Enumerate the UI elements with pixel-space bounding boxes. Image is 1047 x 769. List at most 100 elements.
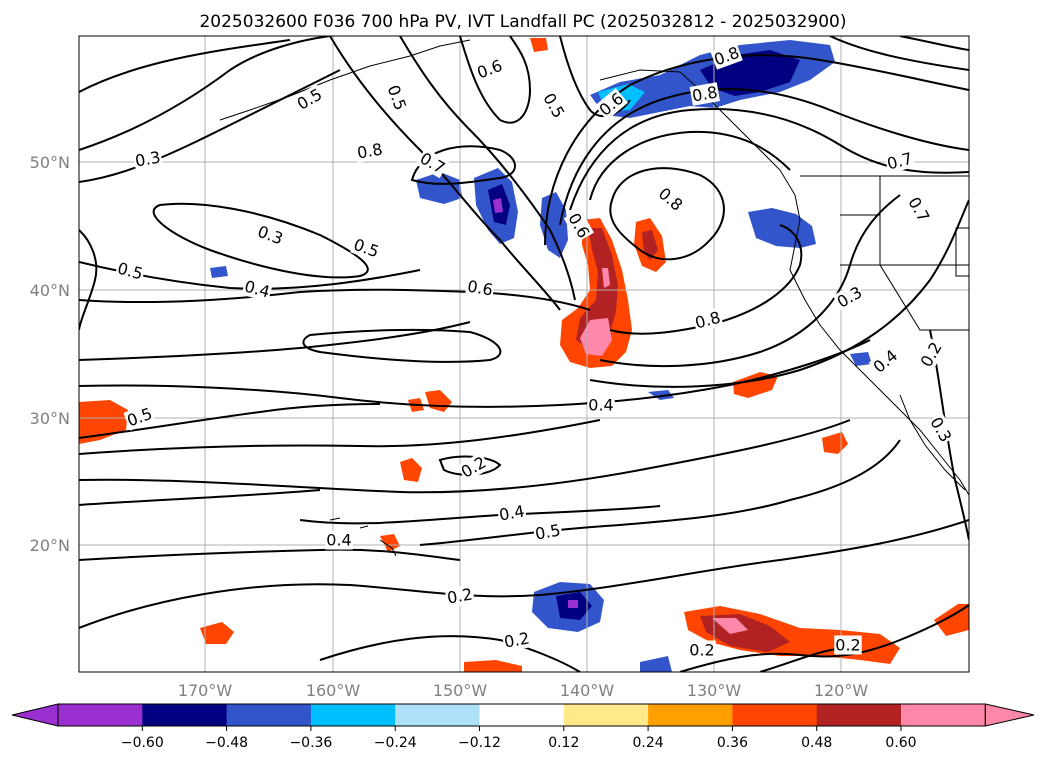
contour-label-halo	[532, 520, 563, 544]
contour-label-halo	[710, 42, 743, 70]
contour-label: 0.6	[466, 276, 494, 299]
contour-label-halo	[594, 88, 628, 121]
longitude-label: 170°W	[178, 681, 233, 700]
colorbar-frame	[57, 703, 986, 727]
contour-label-halo	[132, 147, 163, 171]
contour-label: 0.2	[446, 584, 474, 607]
baja-coast	[899, 394, 966, 491]
contour-label-halo	[501, 628, 532, 652]
contour-05-south	[79, 403, 381, 439]
contour-label-halo	[383, 81, 411, 114]
contour-trough-3	[459, 36, 532, 124]
contour-label-halo	[325, 530, 353, 550]
contour-label-halo	[916, 337, 947, 372]
contour-ne-1	[829, 36, 969, 71]
contour-07-oval	[410, 145, 516, 185]
contour-south-3	[79, 489, 321, 506]
longitude-label: 160°W	[306, 681, 361, 700]
contour-label-halo	[832, 282, 867, 313]
contour-trough-1	[329, 36, 561, 311]
hawaii-islands	[329, 517, 397, 557]
positive-anomaly-plume-core2	[602, 268, 610, 288]
contour-west-loop	[79, 229, 98, 331]
contour-label-halo	[692, 307, 724, 333]
contour-label-halo	[834, 635, 862, 655]
colorbar-tick-label: −0.48	[205, 735, 248, 751]
positive-anomaly-plume-core	[580, 318, 612, 356]
contour-label-halo	[868, 345, 902, 378]
longitude-label: 120°W	[814, 681, 869, 700]
contour-ridge-outer	[544, 54, 969, 246]
contour-label-halo	[496, 501, 527, 525]
colorbar-swatch	[395, 704, 480, 726]
longitude-label: 130°W	[687, 681, 742, 700]
contour-south-4	[79, 548, 461, 561]
contour-label-halo	[123, 403, 156, 431]
positive-anomaly-spot-6	[200, 622, 234, 644]
latitude-labels: 50°N 40°N 30°N 20°N	[30, 153, 70, 555]
contour-08-east	[609, 224, 803, 335]
contour-label-halo	[903, 192, 934, 227]
contour-ridge-3	[559, 88, 969, 226]
colorbar-tick-label: 0.48	[801, 735, 832, 751]
map-title: 2025032600 F036 700 hPa PV, IVT Landfall…	[199, 12, 846, 32]
colorbar-extend-high	[984, 703, 1035, 727]
positive-anomaly-spot-8	[464, 660, 522, 672]
longitude-label: 150°W	[433, 681, 488, 700]
negative-anomaly-small-1	[648, 390, 674, 400]
colorbar-extend-low	[11, 703, 59, 727]
latitude-label: 50°N	[30, 153, 70, 172]
contour-trough-2	[399, 36, 576, 301]
colorbar-tick-label: 0.12	[548, 735, 579, 751]
colorbar-swatch	[563, 704, 649, 726]
contour-label-halo	[465, 276, 496, 300]
contour-label-halo	[415, 148, 450, 179]
contour-label: 0.3	[134, 147, 162, 170]
negative-anomaly-small-2	[210, 266, 228, 278]
negative-anomaly-small-3	[850, 352, 872, 366]
contour-label-halo	[538, 88, 569, 123]
contour-04-band	[79, 288, 591, 311]
contour-label-halo	[925, 412, 956, 447]
negative-anomaly-142w	[540, 192, 568, 258]
contour-south-2	[79, 419, 851, 494]
contour-south-1	[79, 419, 601, 455]
longitude-labels: 170°W 160°W 150°W 140°W 130°W 120°W	[178, 681, 869, 700]
contour-label-halo	[444, 584, 475, 608]
contour-label-halo	[241, 276, 273, 302]
map-panel: 0.30.50.60.50.80.80.60.5 0.80.70.30.50.50…	[78, 35, 970, 673]
contour-label: 0.4	[498, 501, 526, 524]
colorbar-swatch	[901, 704, 986, 726]
positive-anomaly-spot-1	[400, 458, 422, 482]
contour-label-halo	[689, 82, 720, 106]
negative-anomaly-150w-purple	[493, 198, 503, 213]
alaska-peninsula-coast	[219, 39, 471, 121]
contour-label: 0.2	[689, 641, 714, 660]
contour-label-halo	[354, 139, 385, 163]
positive-anomaly-se-band-core	[712, 618, 748, 634]
negative-anomaly-153w	[416, 172, 462, 204]
contour-05-lower	[79, 321, 471, 361]
positive-anomaly-spot-9	[530, 38, 548, 52]
latitude-label: 30°N	[30, 409, 70, 428]
contour-label: 0.2	[835, 636, 860, 655]
contour-label: 0.2	[503, 628, 531, 651]
colorbar-swatch	[479, 704, 565, 726]
contour-label: 0.4	[326, 531, 351, 550]
contour-label-halo	[587, 395, 615, 415]
contour-label-halo	[456, 452, 491, 483]
colorbar-tick-label: 0.36	[717, 735, 748, 751]
contour-05-north	[559, 36, 631, 118]
contour-ne-2	[899, 36, 969, 51]
positive-anomaly-spot-7	[380, 534, 400, 552]
contour-label-halo	[350, 234, 383, 262]
contour-02-ring	[438, 455, 502, 476]
contour-north-2	[79, 36, 331, 151]
latitude-label: 20°N	[30, 536, 70, 555]
contour-label: 0.8	[356, 139, 384, 162]
colorbar-swatch	[142, 704, 228, 726]
contour-label-halo	[654, 183, 688, 216]
contour-ridge-east2	[589, 199, 969, 388]
